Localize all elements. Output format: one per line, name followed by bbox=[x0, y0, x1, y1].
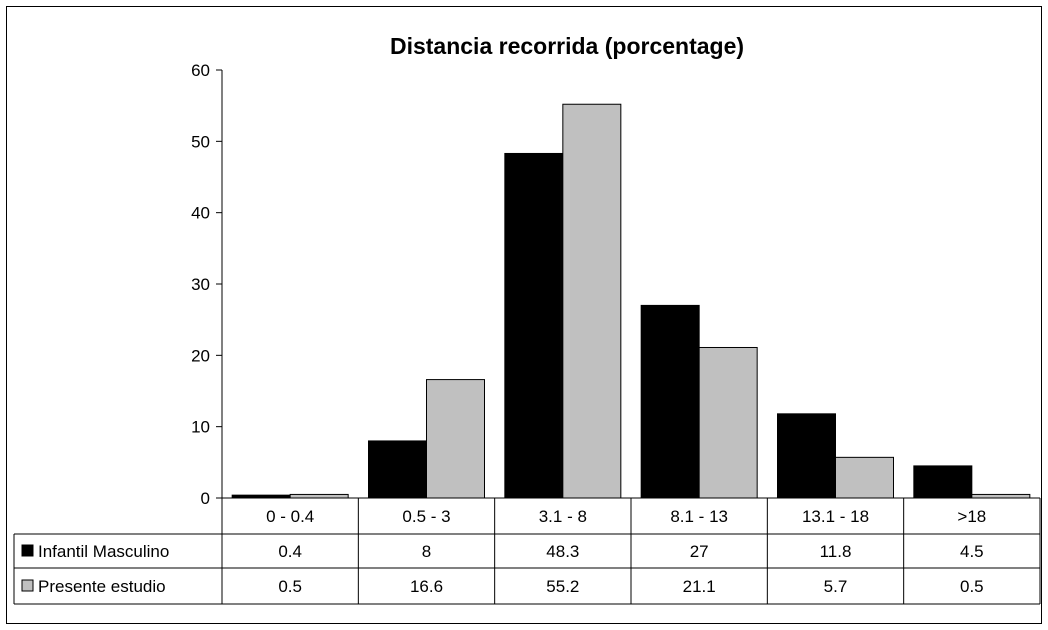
y-tick-label: 30 bbox=[191, 275, 210, 294]
table-cell-value: 11.8 bbox=[820, 542, 852, 561]
category-label: 0.5 - 3 bbox=[402, 507, 450, 526]
y-tick-label: 0 bbox=[201, 489, 210, 508]
legend-swatch bbox=[21, 544, 34, 557]
category-label: 8.1 - 13 bbox=[670, 507, 728, 526]
data-table: 0 - 0.4 0.5 - 3 3.1 - 8 8.1 - 13 13.1 - 18 >1… bbox=[13, 497, 1041, 605]
table-cell-value: 4.5 bbox=[960, 542, 984, 561]
y-tick-label: 60 bbox=[191, 61, 210, 80]
bar-presente-estudio bbox=[698, 346, 758, 499]
y-tick-label: 40 bbox=[191, 204, 210, 223]
bar-infantil-masculino bbox=[504, 152, 564, 499]
bar-infantil-masculino bbox=[913, 465, 973, 499]
y-tick-label: 20 bbox=[191, 346, 210, 365]
bar-presente-estudio bbox=[835, 456, 894, 499]
category-label: >18 bbox=[957, 507, 986, 526]
table-cell-value: 0.5 bbox=[278, 577, 302, 596]
category-label: 3.1 - 8 bbox=[539, 507, 587, 526]
table-cell-value: 21.1 bbox=[683, 577, 716, 596]
table-cell-value: 55.2 bbox=[546, 577, 579, 596]
bar-presente-estudio bbox=[426, 379, 485, 499]
bar-presente-estudio bbox=[562, 103, 622, 499]
table-cell-value: 0.5 bbox=[960, 577, 984, 596]
table-cell-value: 16.6 bbox=[410, 577, 443, 596]
category-label: 13.1 - 18 bbox=[802, 507, 869, 526]
bar-infantil-masculino bbox=[368, 440, 427, 499]
legend-swatch bbox=[21, 579, 34, 592]
bar-presente-estudio bbox=[289, 493, 349, 499]
legend-entry: Infantil Masculino bbox=[38, 542, 169, 561]
table-cell-value: 8 bbox=[422, 542, 431, 561]
bar-presente-estudio bbox=[971, 493, 1031, 499]
y-tick-label: 10 bbox=[191, 418, 210, 437]
bar-infantil-masculino bbox=[777, 413, 836, 499]
chart-title: Distancia recorrida (porcentage) bbox=[390, 33, 744, 59]
table-cell-value: 5.7 bbox=[824, 577, 848, 596]
table-cell-value: 48.3 bbox=[546, 542, 579, 561]
category-label: 0 - 0.4 bbox=[266, 507, 314, 526]
y-axis: 0 10 20 30 40 50 60 bbox=[191, 61, 223, 508]
legend-entry: Presente estudio bbox=[38, 577, 166, 596]
bar-infantil-masculino bbox=[640, 304, 700, 499]
bars bbox=[231, 103, 1031, 499]
y-tick-label: 50 bbox=[191, 132, 210, 151]
table-cell-value: 27 bbox=[690, 542, 709, 561]
table-cell-value: 0.4 bbox=[278, 542, 302, 561]
